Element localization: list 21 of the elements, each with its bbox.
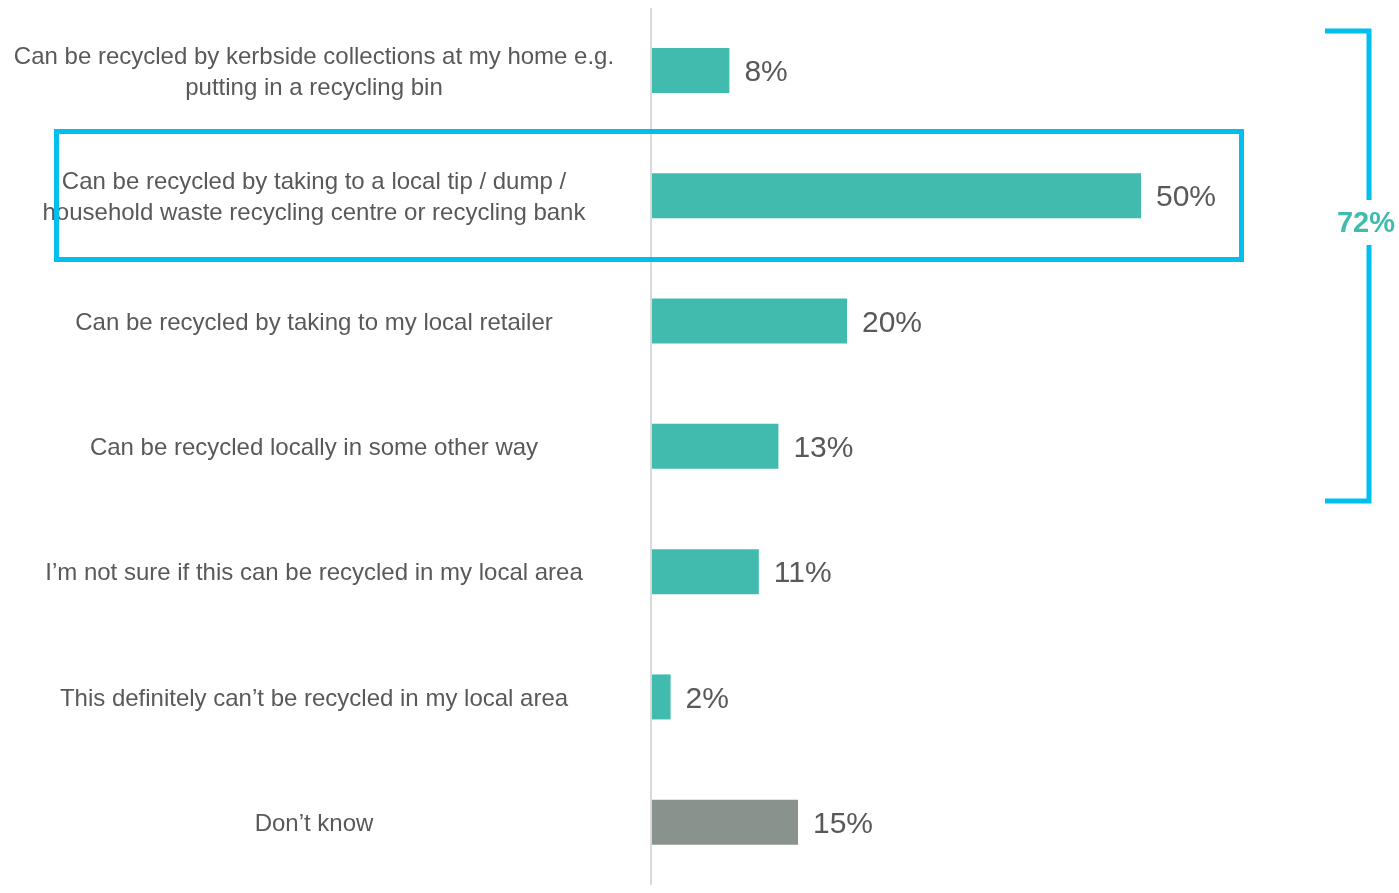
data-label: 50% [1156,179,1217,213]
text: 72% [1326,200,1399,245]
y-tick-label: Don’t know [254,807,374,838]
bar [651,799,798,845]
data-label: 20% [862,304,923,338]
data-label: 13% [793,430,854,464]
bar [651,48,730,93]
bar [651,674,671,720]
data-label: 8% [744,54,788,88]
y-tick-label: Can be recycled locally in some other way [89,432,539,462]
data-label: 15% [813,805,874,839]
bar [651,173,1141,219]
y-tick-label: I’m not sure if this can be recycled in my local area [45,557,583,588]
data-label: 11% [773,555,832,589]
y-tick-label: Can be recycled by kerbside collections at my home e.g. putting in a recycling bin [12,40,616,102]
bar [651,549,759,595]
bar [651,298,847,344]
y-tick-label: Can be recycled by taking to my local retailer [75,306,553,337]
bar [651,423,779,469]
data-label: 2% [685,680,729,714]
y-tick-label: This definitely can’t be recycled in my local area [59,682,569,713]
